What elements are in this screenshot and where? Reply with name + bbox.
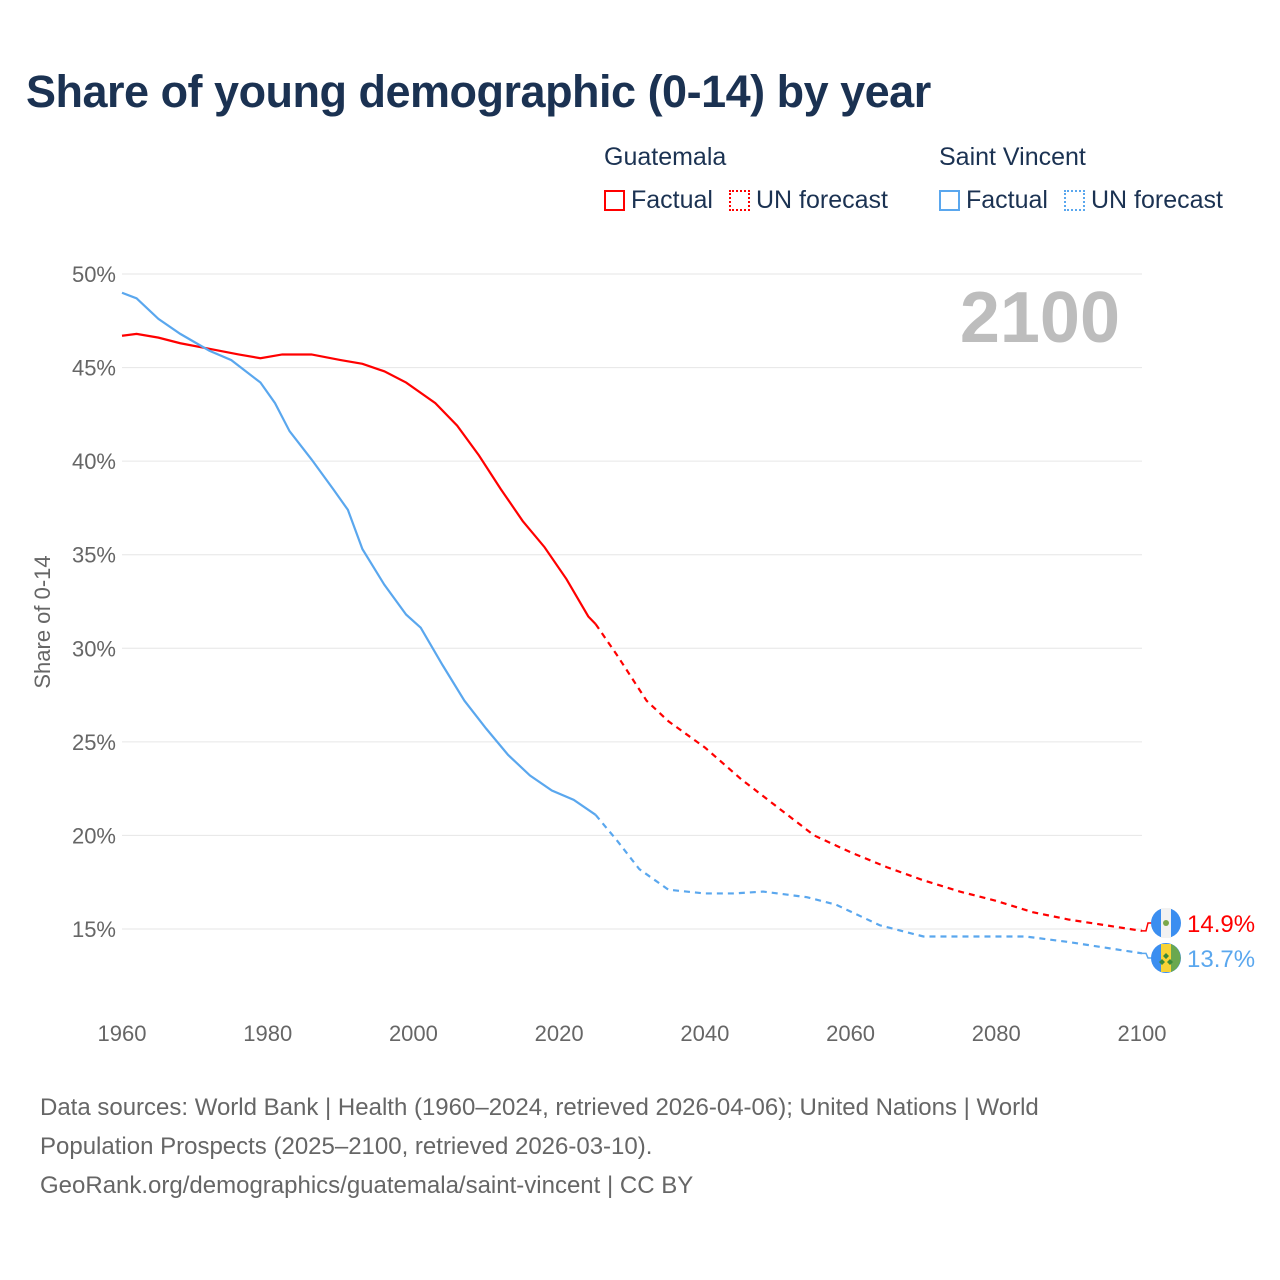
footer-link[interactable]: GeoRank.org/demographics/guatemala/saint… xyxy=(40,1172,694,1199)
flag-emblem xyxy=(1163,920,1169,926)
legend-saint-vincent: Factual UN forecast xyxy=(939,186,1239,215)
legend-item-saint-vincent-forecast[interactable]: UN forecast xyxy=(1063,186,1223,215)
legend-swatch xyxy=(939,190,960,211)
series-guatemala-factual xyxy=(121,332,597,625)
end-value-label: 13.7% xyxy=(1187,946,1255,973)
legend-swatch xyxy=(1063,190,1085,211)
legend-label: UN forecast xyxy=(1090,186,1223,214)
x-tick-label: 2060 xyxy=(826,1021,875,1046)
y-tick-label: 25% xyxy=(72,730,116,755)
y-tick-label: 15% xyxy=(72,917,116,942)
legend-item-guatemala-factual[interactable]: Factual xyxy=(604,186,713,215)
x-tick-label: 1980 xyxy=(243,1021,292,1046)
flag-part xyxy=(1171,944,1181,972)
flag-saint-vincent-icon xyxy=(1151,943,1181,973)
footer: Data sources: World Bank | Health (1960–… xyxy=(40,1088,1039,1205)
y-tick-label: 40% xyxy=(72,449,116,474)
flag-guatemala-icon xyxy=(1151,908,1181,938)
y-axis-label: Share of 0-14 xyxy=(30,555,55,688)
x-tick-label: 2020 xyxy=(535,1021,584,1046)
series-saint-vincent-factual xyxy=(121,291,597,816)
footer-sources-1: Data sources: World Bank | Health (1960–… xyxy=(40,1094,1039,1121)
line-chart: 15% 20% 25% 30% 35% 40% 45% 50% 1960 1980 2000 2020… xyxy=(30,262,1255,1046)
end-connector xyxy=(1142,922,1152,932)
legend-item-guatemala-forecast[interactable]: UN forecast xyxy=(728,186,888,215)
series-guatemala-forecast xyxy=(594,623,1143,932)
legend-guatemala: Factual UN forecast xyxy=(604,186,904,215)
x-tick-label: 2040 xyxy=(680,1021,729,1046)
y-tick-label: 50% xyxy=(72,262,116,287)
legend-group-saint-vincent: Saint Vincent xyxy=(939,143,1086,171)
legend-swatch xyxy=(728,190,750,211)
legend-swatch xyxy=(604,190,625,211)
y-tick-label: 45% xyxy=(72,356,116,381)
y-tick-label: 30% xyxy=(72,636,116,661)
y-tick-label: 35% xyxy=(72,543,116,568)
y-tick-label: 20% xyxy=(72,823,116,848)
x-tick-label: 2000 xyxy=(389,1021,438,1046)
legend-item-saint-vincent-factual[interactable]: Factual xyxy=(939,186,1048,215)
x-tick-label: 1960 xyxy=(98,1021,147,1046)
legend-label: Factual xyxy=(631,186,713,214)
legend-label: UN forecast xyxy=(755,186,888,214)
x-tick-label: 2100 xyxy=(1118,1021,1167,1046)
chart-title: Share of young demographic (0-14) by yea… xyxy=(26,66,931,117)
flag-emblem xyxy=(1159,953,1173,965)
x-tick-label: 2080 xyxy=(972,1021,1021,1046)
end-value-label: 14.9% xyxy=(1187,911,1255,938)
end-connector xyxy=(1142,952,1152,959)
legend-group-guatemala: Guatemala xyxy=(604,143,727,171)
legend-label: Factual xyxy=(966,186,1048,214)
footer-sources-2: Population Prospects (2025–2100, retriev… xyxy=(40,1133,653,1160)
year-watermark: 2100 xyxy=(960,278,1120,358)
